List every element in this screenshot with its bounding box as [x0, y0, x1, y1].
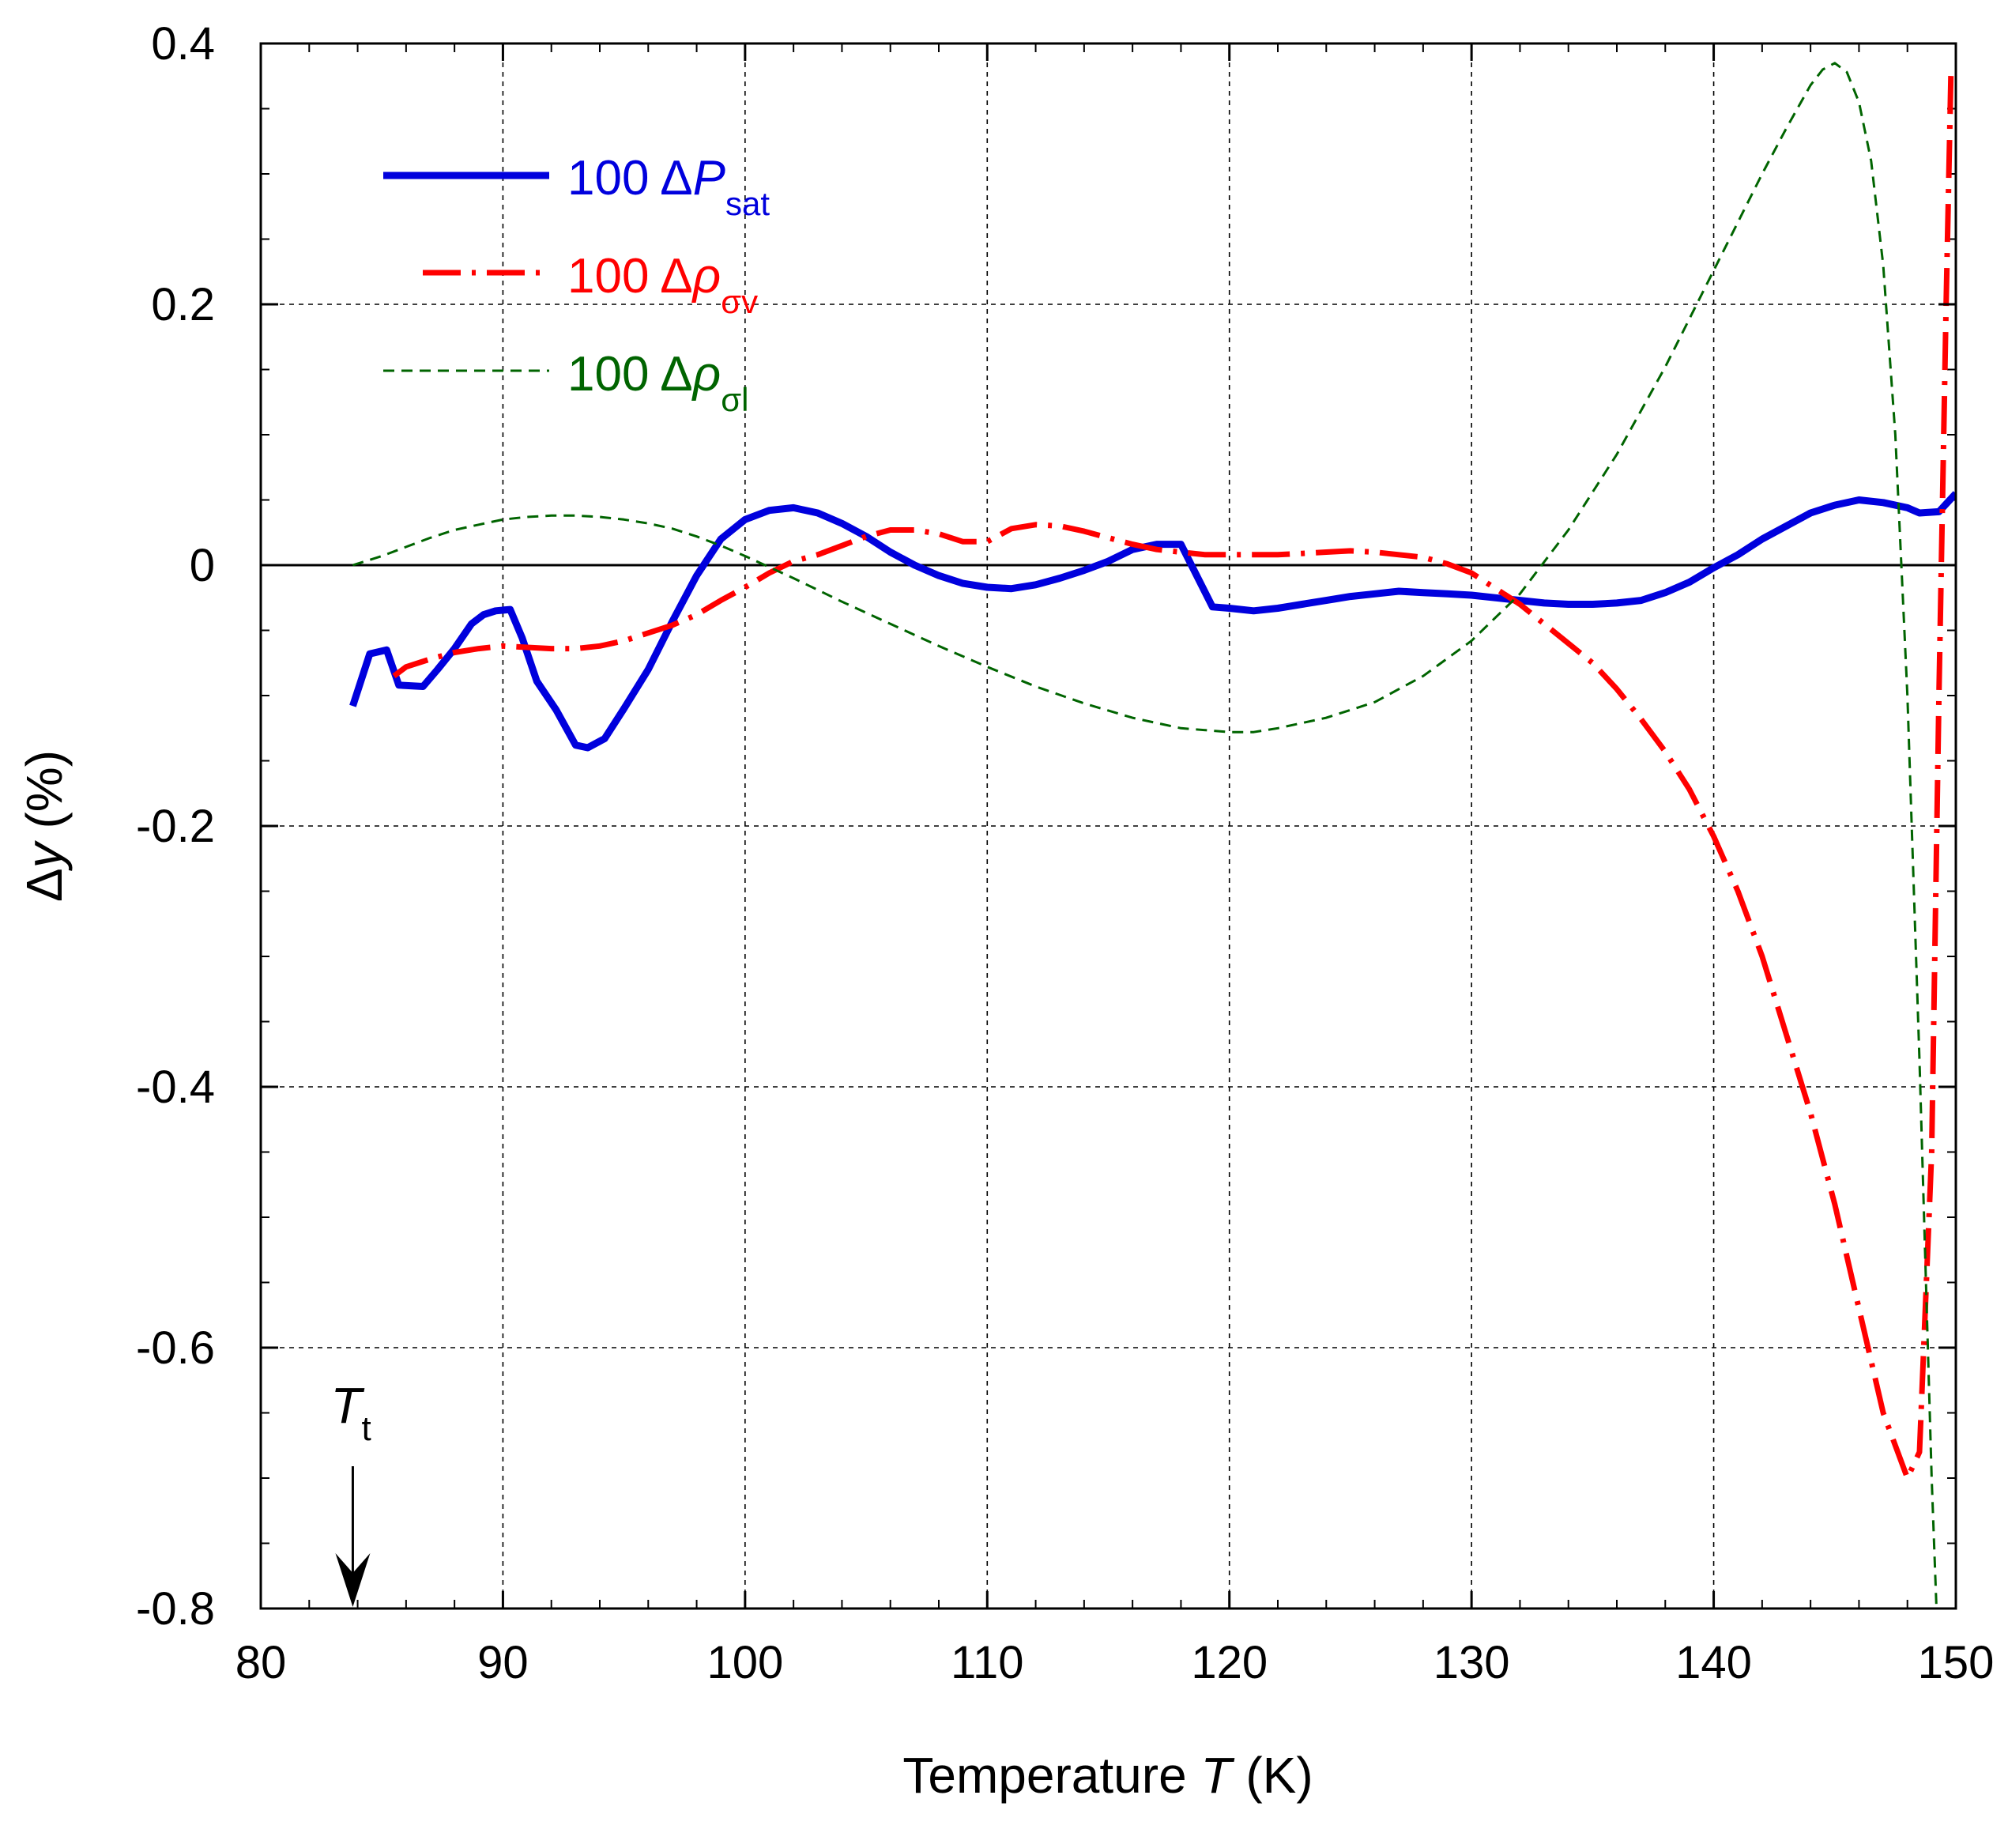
- y-tick-label: 0: [190, 540, 215, 591]
- legend: 100 ΔPsat 100 Δρσv 100 Δρσl: [383, 151, 770, 418]
- legend-label-rho-v: 100 Δρσv: [567, 249, 758, 320]
- y-tick-label: -0.8: [136, 1583, 215, 1635]
- y-axis: -0.8 -0.6 -0.4 -0.2 0 0.2 0.4: [136, 18, 1956, 1635]
- x-tick-label: 130: [1433, 1637, 1510, 1688]
- triple-point-label: Tt: [330, 1377, 371, 1448]
- triple-point-arrow-head: [335, 1553, 371, 1607]
- x-tick-label: 100: [706, 1637, 783, 1688]
- x-tick-label: 140: [1675, 1637, 1752, 1688]
- x-axis-title: Temperature T (K): [902, 1747, 1313, 1804]
- x-axis: 80 90 100 110 120 130 140 150: [235, 43, 1995, 1688]
- legend-label-rho-l: 100 Δρσl: [567, 347, 748, 418]
- series-layer: [349, 62, 1956, 1609]
- x-tick-label: 90: [477, 1637, 529, 1688]
- y-tick-label: 0.4: [151, 18, 215, 70]
- minor-ticks: [261, 43, 1956, 1609]
- grid: [261, 43, 1956, 1609]
- y-axis-title: Δy (%): [16, 750, 73, 902]
- legend-label-psat: 100 ΔPsat: [567, 151, 770, 222]
- series-rho-l-line: [352, 62, 1938, 1609]
- triple-point-annotation: Tt: [330, 1377, 371, 1607]
- series-rho-v-line: [392, 69, 1954, 1481]
- series-psat-line: [349, 491, 1956, 752]
- y-tick-label: -0.2: [136, 801, 215, 852]
- x-tick-label: 80: [235, 1637, 287, 1688]
- x-tick-label: 110: [951, 1637, 1023, 1688]
- x-tick-label: 150: [1918, 1637, 1995, 1688]
- y-tick-label: -0.4: [136, 1062, 215, 1113]
- y-tick-label: 0.2: [151, 279, 215, 330]
- x-tick-label: 120: [1191, 1637, 1268, 1688]
- y-tick-label: -0.6: [136, 1322, 215, 1374]
